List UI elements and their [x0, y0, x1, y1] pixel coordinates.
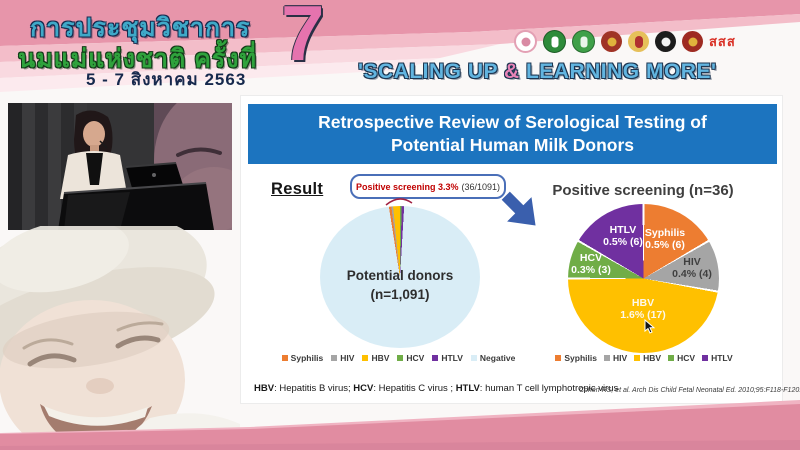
callout-pointer-icon [385, 198, 413, 206]
potential-donors-pie-chart [320, 206, 480, 348]
presenter-webcam-picture [8, 103, 232, 230]
edition-number: 7 [281, 0, 325, 77]
presenter-webcam [8, 103, 232, 230]
presentation-slide: Retrospective Review of Serological Test… [240, 95, 800, 404]
right-chart-title: Positive screening (n=36) [552, 182, 734, 199]
legend-item: HCV [668, 353, 695, 363]
legend-item: HIV [331, 353, 354, 363]
legend-swatch-hcv [397, 355, 404, 361]
legend-swatch-hcv [668, 355, 675, 361]
legend-swatch-hiv [603, 355, 610, 361]
baby-photo-backdrop [0, 226, 240, 450]
slide-title-line2: Potential Human Milk Donors [390, 135, 635, 155]
result-label: Result [271, 180, 324, 198]
conference-title-line2: นมแม่แห่งชาติ ครั้งที่ [18, 45, 257, 73]
header-pink-bands [0, 0, 800, 92]
pie-label-hbv: HBV 1.6% (17) [620, 297, 666, 321]
pediatric-society-logo-icon [682, 31, 703, 52]
legend-swatch-syphilis [281, 355, 288, 361]
callout-detail: (36/1091) [461, 181, 501, 192]
right-chart-legend: Syphilis HIV HBV HCV HTLV [555, 353, 733, 363]
legend-item: Negative [470, 353, 515, 363]
legend-item: Syphilis [281, 353, 323, 363]
breastfeeding-foundation-logo-icon [514, 30, 537, 53]
tagline-open: 'SCALING UP [358, 60, 504, 83]
legend-swatch-hbv [362, 355, 369, 361]
legend-swatch-htlv [432, 355, 439, 361]
legend-item: HCV [397, 353, 424, 363]
blue-arrow-icon [501, 191, 536, 226]
legend-item: Syphilis [555, 353, 597, 363]
pie-label-hiv: HIV 0.4% (4) [672, 256, 712, 280]
donors-label-line1: Potential donors [346, 268, 454, 283]
legend-swatch-negative [470, 355, 477, 361]
royal-college-crest-logo-icon [628, 31, 649, 52]
legend-swatch-syphilis [555, 355, 562, 361]
conference-dates: 5 - 7 สิงหาคม 2563 [86, 70, 247, 89]
legend-item: HTLV [432, 353, 463, 363]
potential-donors-label: Potential donors (n=1,091) [347, 266, 454, 304]
conference-title-line1: การประชุมวิชาการ [30, 14, 251, 42]
thai-health-sss-logo: สสส [709, 34, 736, 49]
tagline-ampersand: & [503, 60, 520, 83]
legend-item: HBV [634, 353, 661, 363]
legend-item: HBV [362, 353, 389, 363]
tagline-close: LEARNING MORE' [519, 60, 717, 83]
pie-label-hcv: HCV 0.3% (3) [571, 252, 611, 276]
public-health-ministry-logo-icon [543, 30, 566, 53]
footer-pink-band [0, 400, 800, 450]
legend-swatch-hbv [634, 355, 641, 361]
health-department-logo-icon [572, 30, 595, 53]
callout-highlight: Positive screening 3.3% [355, 181, 459, 192]
sponsor-logo-row: สสส [514, 30, 736, 53]
positive-screening-pie-chart [568, 204, 719, 353]
pie-label-syphilis: Syphilis 0.5% (6) [644, 227, 686, 251]
legend-item: HTLV [702, 353, 733, 363]
abbreviation-footnote: HBV: Hepatitis B virus; HCV: Hepatitis C… [254, 383, 619, 394]
reference-citation: Cohen RS, et al. Arch Dis Child Fetal Ne… [579, 387, 800, 394]
university-crest-logo-icon [601, 31, 622, 52]
slide-title-line1: Retrospective Review of Serological Test… [318, 111, 707, 132]
legend-swatch-htlv [702, 355, 709, 361]
positive-screening-callout: Positive screening 3.3% (36/1091) [350, 174, 506, 199]
legend-item: HIV [603, 353, 627, 363]
medical-council-logo-icon [655, 31, 676, 52]
mouse-cursor-icon [644, 319, 655, 334]
conference-tagline: 'SCALING UP & LEARNING MORE' [358, 60, 716, 84]
donors-label-line2: (n=1,091) [370, 287, 430, 302]
pie-label-htlv: HTLV 0.5% (6) [603, 224, 643, 248]
legend-swatch-hiv [331, 355, 338, 361]
slide-title: Retrospective Review of Serological Test… [248, 104, 777, 164]
left-chart-legend: Syphilis HIV HBV HCV HTLV Negative [281, 353, 515, 363]
